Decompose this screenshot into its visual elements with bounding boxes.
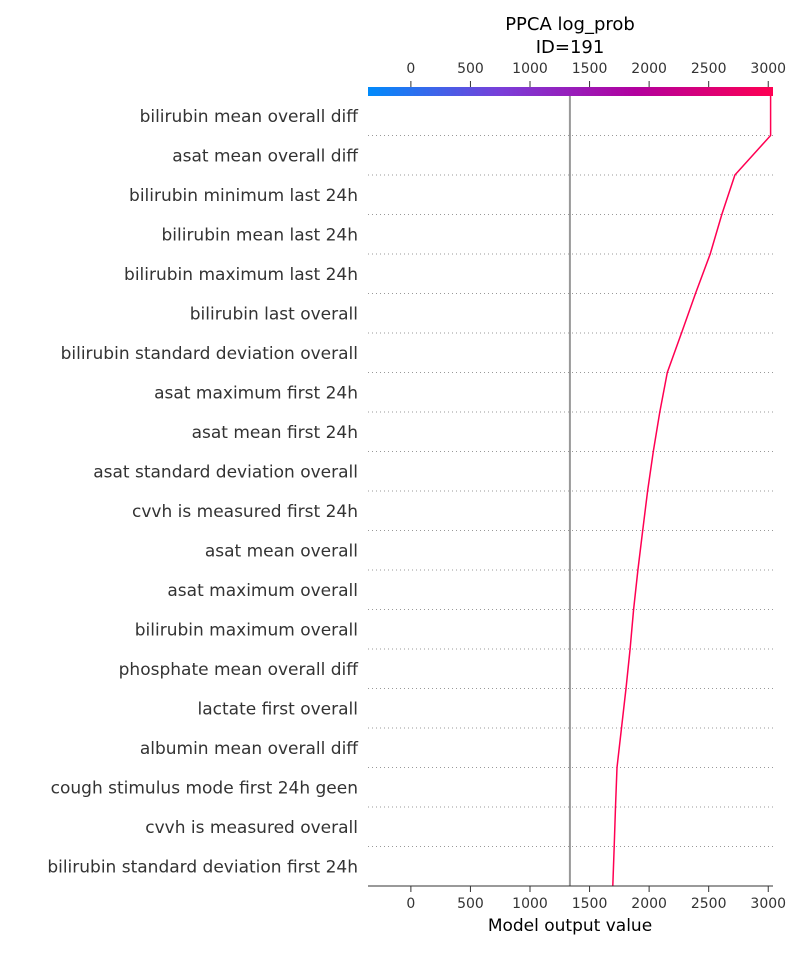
bottom-tick-label: 2500 <box>691 896 727 912</box>
feature-label: bilirubin maximum last 24h <box>124 265 358 285</box>
chart-subtitle: ID=191 <box>536 37 605 58</box>
feature-label: bilirubin maximum overall <box>135 620 358 640</box>
top-tick-label: 500 <box>457 61 484 77</box>
bottom-axis: 0 500 1000 1500 2000 2500 3000 <box>406 886 786 912</box>
feature-label: asat mean overall <box>205 541 358 561</box>
bottom-tick-label: 500 <box>457 896 484 912</box>
feature-label: bilirubin standard deviation overall <box>61 344 358 364</box>
feature-label: bilirubin minimum last 24h <box>129 186 358 206</box>
top-tick-label: 3000 <box>750 61 786 77</box>
decision-path-line <box>612 96 772 887</box>
feature-label: bilirubin standard deviation first 24h <box>47 857 358 877</box>
x-axis-label: Model output value <box>488 916 652 936</box>
feature-label: cvvh is measured first 24h <box>132 502 358 522</box>
feature-label: asat mean overall diff <box>172 146 359 166</box>
feature-label: cough stimulus mode first 24h geen <box>51 778 358 798</box>
feature-label: cvvh is measured overall <box>145 818 358 838</box>
top-tick-label: 1000 <box>512 61 548 77</box>
feature-label: albumin mean overall diff <box>140 739 359 759</box>
top-axis: 0 500 1000 1500 2000 2500 3000 <box>406 61 786 87</box>
colorbar <box>368 87 773 96</box>
bottom-tick-label: 1000 <box>512 896 548 912</box>
feature-label: asat maximum overall <box>167 581 358 601</box>
bottom-tick-label: 1500 <box>572 896 608 912</box>
top-tick-label: 1500 <box>572 61 608 77</box>
feature-label: bilirubin last overall <box>190 304 358 324</box>
feature-label: bilirubin mean last 24h <box>161 225 358 245</box>
top-tick-label: 0 <box>406 61 415 77</box>
feature-label: asat maximum first 24h <box>154 383 358 403</box>
top-tick-label: 2000 <box>631 61 667 77</box>
bottom-tick-label: 2000 <box>631 896 667 912</box>
feature-label: phosphate mean overall diff <box>119 660 360 680</box>
feature-label: bilirubin mean overall diff <box>140 107 360 127</box>
feature-label: asat standard deviation overall <box>93 462 358 482</box>
bottom-tick-label: 0 <box>406 896 415 912</box>
top-tick-label: 2500 <box>691 61 727 77</box>
feature-label: lactate first overall <box>198 699 359 719</box>
bottom-tick-label: 3000 <box>750 896 786 912</box>
chart-title: PPCA log_prob <box>505 14 635 35</box>
feature-label: asat mean first 24h <box>192 423 358 443</box>
feature-labels: bilirubin mean overall diff asat mean ove… <box>47 107 359 878</box>
